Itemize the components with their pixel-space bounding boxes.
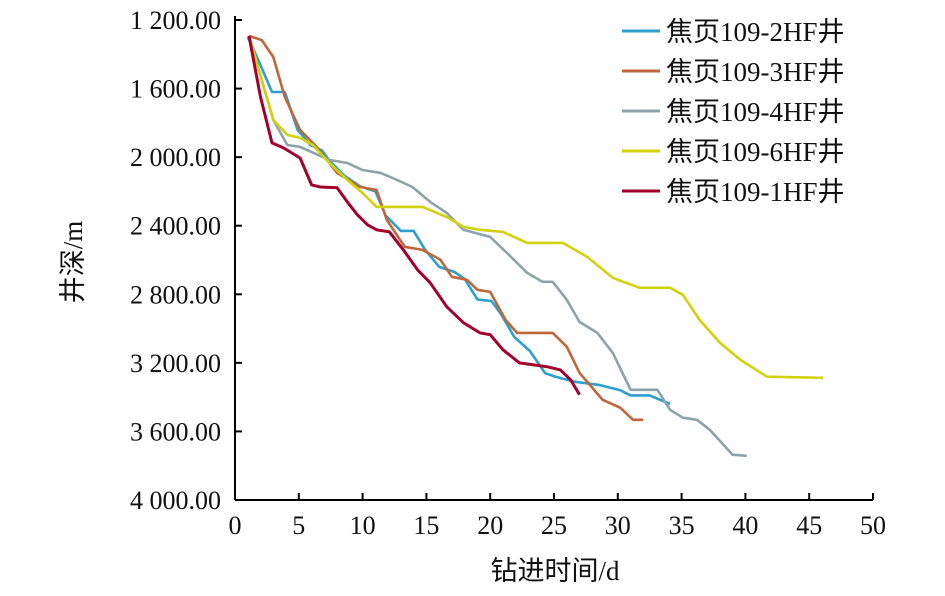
series-line-5 bbox=[247, 35, 581, 396]
x-tick-label: 40 bbox=[732, 511, 758, 540]
legend-label: 焦页109-4HF井 bbox=[666, 97, 845, 127]
legend-label: 焦页109-3HF井 bbox=[666, 57, 845, 87]
x-tick-label: 45 bbox=[796, 511, 822, 540]
x-axis-label: 钻进时间/d bbox=[490, 556, 620, 586]
series-line-4 bbox=[247, 35, 824, 380]
y-tick-label: 2 000.00 bbox=[130, 143, 221, 172]
x-tick-label: 20 bbox=[477, 511, 503, 540]
y-tick-label: 2 400.00 bbox=[130, 212, 221, 241]
x-tick-label: 15 bbox=[413, 511, 439, 540]
series-line-3 bbox=[247, 35, 747, 458]
y-tick-label: 3 200.00 bbox=[130, 349, 221, 378]
x-tick-label: 25 bbox=[541, 511, 567, 540]
legend-label: 焦页109-1HF井 bbox=[666, 177, 845, 207]
x-tick-label: 5 bbox=[292, 511, 305, 540]
y-tick-label: 1 600.00 bbox=[130, 75, 221, 104]
series-lines bbox=[246, 34, 824, 458]
y-tick-label: 3 600.00 bbox=[130, 417, 221, 446]
axes bbox=[234, 16, 873, 501]
x-tick-label: 10 bbox=[350, 511, 376, 540]
x-tick-label: 30 bbox=[605, 511, 631, 540]
x-tick-label: 50 bbox=[860, 511, 886, 540]
series-line-2 bbox=[248, 34, 644, 422]
y-axis-label: 井深/m bbox=[58, 221, 88, 304]
y-tick-label: 1 200.00 bbox=[130, 6, 221, 35]
x-tick-label: 35 bbox=[669, 511, 695, 540]
y-tick-label: 2 800.00 bbox=[130, 280, 221, 309]
ticks: 0 5 10 15 20 25 30 35 40 45 50 1 200.00 1 600.00 2 00… bbox=[130, 6, 886, 540]
legend: 焦页109-2HF井焦页109-3HF井焦页109-4HF井焦页109-6HF井… bbox=[622, 17, 845, 207]
x-tick-label: 0 bbox=[229, 511, 242, 540]
legend-label: 焦页109-2HF井 bbox=[666, 17, 845, 47]
legend-label: 焦页109-6HF井 bbox=[666, 137, 845, 167]
y-tick-label: 4 000.00 bbox=[130, 486, 221, 515]
series-line-1 bbox=[246, 36, 671, 406]
